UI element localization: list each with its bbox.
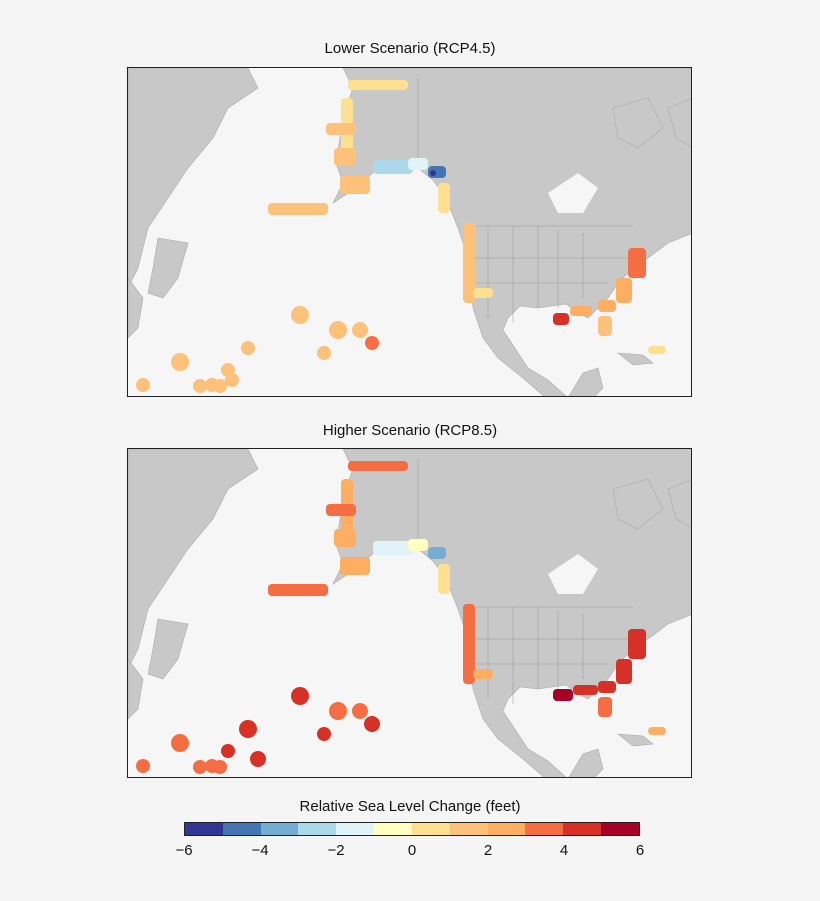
colorbar-tick-label: 4: [559, 842, 569, 859]
colorbar-tick-label: 2: [483, 842, 493, 859]
map-lower-scenario: [127, 67, 692, 397]
colorbar-tick-label: −6: [175, 842, 193, 859]
colorbar-swatch: [525, 823, 564, 835]
sea-level-points: [136, 80, 666, 393]
landmass: [128, 449, 691, 777]
colorbar-swatch: [260, 823, 299, 835]
colorbar-swatch: [222, 823, 261, 835]
colorbar-swatch: [374, 823, 412, 835]
colorbar-swatch: [185, 823, 223, 835]
map-svg-lower: [128, 68, 691, 396]
legend-title: Relative Sea Level Change (feet): [299, 798, 521, 815]
map-svg-higher: [128, 449, 691, 777]
colorbar-swatch: [487, 823, 526, 835]
map-higher-scenario: [127, 448, 692, 778]
colorbar-swatch: [601, 823, 639, 835]
colorbar-swatch: [298, 823, 337, 835]
panel-title-lower: Lower Scenario (RCP4.5): [324, 40, 496, 57]
colorbar-swatch: [563, 823, 602, 835]
colorbar-tick-label: 6: [635, 842, 645, 859]
colorbar-tick-label: −4: [251, 842, 269, 859]
colorbar-swatch: [336, 823, 375, 835]
colorbar-swatch: [449, 823, 488, 835]
colorbar-tick-label: 0: [407, 842, 417, 859]
state-borders: [417, 459, 633, 704]
colorbar-tick-label: −2: [327, 842, 345, 859]
state-borders: [417, 78, 633, 323]
colorbar: [184, 822, 640, 836]
panel-title-higher: Higher Scenario (RCP8.5): [322, 422, 498, 439]
sea-level-points: [136, 461, 666, 774]
colorbar-swatch: [411, 823, 450, 835]
landmass: [128, 68, 691, 396]
